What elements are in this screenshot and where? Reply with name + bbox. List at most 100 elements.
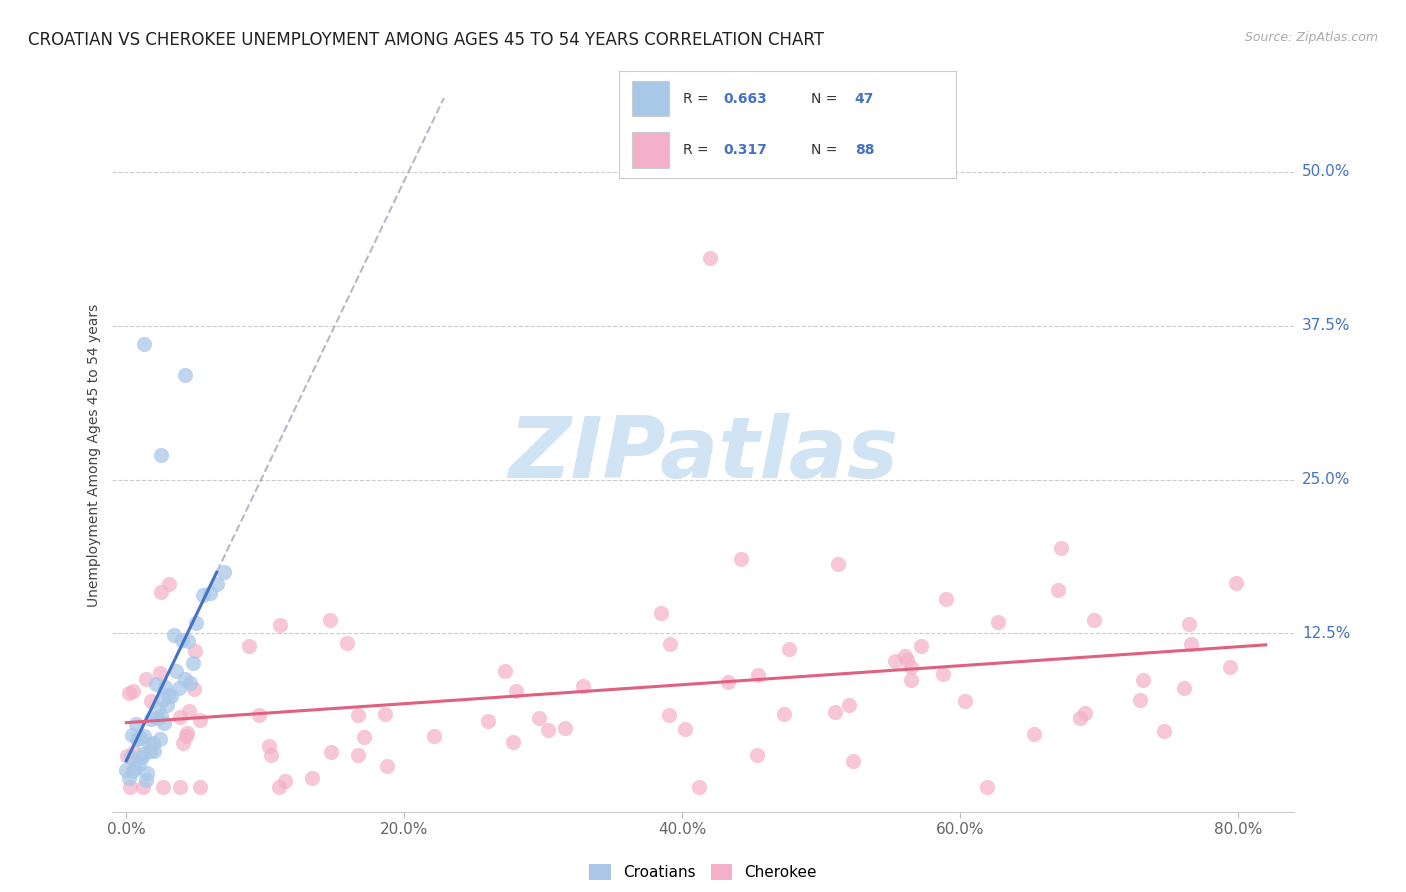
Point xyxy=(900,673,922,687)
Point xyxy=(139,744,162,758)
Point xyxy=(1225,576,1247,591)
Point xyxy=(173,368,195,382)
Point xyxy=(730,552,752,566)
Point xyxy=(1083,613,1105,627)
Point xyxy=(477,714,499,729)
Point xyxy=(142,736,165,750)
Point xyxy=(184,644,207,658)
Point xyxy=(650,606,672,620)
Point xyxy=(146,711,169,725)
Point xyxy=(1069,711,1091,725)
Point xyxy=(1022,727,1045,741)
Point xyxy=(205,576,228,591)
Point xyxy=(347,747,370,762)
Point xyxy=(745,747,768,762)
Text: N =: N = xyxy=(811,143,842,157)
FancyBboxPatch shape xyxy=(633,81,669,116)
Point xyxy=(827,557,849,571)
Text: 0.317: 0.317 xyxy=(723,143,768,157)
Point xyxy=(527,711,550,725)
Point xyxy=(148,702,170,716)
Point xyxy=(953,694,976,708)
Point xyxy=(176,729,198,743)
Text: 12.5%: 12.5% xyxy=(1302,626,1350,640)
Point xyxy=(1153,723,1175,738)
Point xyxy=(554,721,576,735)
Point xyxy=(162,628,184,642)
Point xyxy=(267,780,290,794)
Text: R =: R = xyxy=(683,143,713,157)
Point xyxy=(374,707,396,722)
Point xyxy=(269,618,291,632)
Point xyxy=(167,681,190,695)
Point xyxy=(274,773,297,788)
Point xyxy=(932,666,955,681)
Point xyxy=(1074,706,1097,721)
Point xyxy=(658,708,681,723)
Point xyxy=(212,566,235,580)
Point xyxy=(1050,541,1073,555)
Point xyxy=(1177,616,1199,631)
Point xyxy=(169,709,191,723)
Point xyxy=(149,666,172,681)
Point xyxy=(150,448,173,462)
Point xyxy=(121,684,143,698)
Point xyxy=(301,772,323,786)
Text: CROATIAN VS CHEROKEE UNEMPLOYMENT AMONG AGES 45 TO 54 YEARS CORRELATION CHART: CROATIAN VS CHEROKEE UNEMPLOYMENT AMONG … xyxy=(28,31,824,49)
Point xyxy=(160,689,183,703)
Point xyxy=(259,747,281,762)
Point xyxy=(238,639,260,653)
Point xyxy=(127,732,149,747)
Point xyxy=(124,761,146,775)
Point xyxy=(572,679,595,693)
Point xyxy=(658,637,681,651)
Point xyxy=(145,677,167,691)
Text: 37.5%: 37.5% xyxy=(1302,318,1350,334)
Point xyxy=(176,634,198,648)
Point xyxy=(131,750,153,764)
Point xyxy=(122,764,145,778)
Point xyxy=(165,664,187,678)
Point xyxy=(893,649,915,664)
Point xyxy=(176,726,198,740)
Point xyxy=(717,674,740,689)
Point xyxy=(118,686,141,700)
Point xyxy=(170,632,193,647)
Point xyxy=(423,729,446,743)
Point xyxy=(1173,681,1195,695)
Point xyxy=(152,780,174,794)
Point xyxy=(198,585,221,599)
Text: N =: N = xyxy=(811,92,842,106)
Point xyxy=(336,636,359,650)
Point xyxy=(132,780,155,794)
Point xyxy=(135,773,157,788)
Point xyxy=(172,736,194,750)
Point xyxy=(1180,636,1202,650)
Point xyxy=(173,672,195,686)
Point xyxy=(115,763,138,777)
Point xyxy=(976,780,998,794)
Point xyxy=(122,745,145,759)
Point xyxy=(900,660,922,674)
Point xyxy=(699,251,721,265)
Point xyxy=(188,714,211,728)
Point xyxy=(184,615,207,630)
FancyBboxPatch shape xyxy=(633,132,669,168)
Point xyxy=(179,676,201,690)
Point xyxy=(118,771,141,785)
Text: 88: 88 xyxy=(855,143,875,157)
Point xyxy=(128,756,150,771)
Legend: Croatians, Cherokee: Croatians, Cherokee xyxy=(583,858,823,886)
Point xyxy=(884,654,907,668)
Point xyxy=(896,652,918,666)
Point xyxy=(136,766,159,780)
Point xyxy=(157,576,180,591)
Point xyxy=(134,729,156,743)
Text: R =: R = xyxy=(683,92,713,106)
Point xyxy=(155,680,177,694)
Point xyxy=(987,615,1010,629)
Point xyxy=(353,730,375,744)
Point xyxy=(181,656,204,670)
Point xyxy=(118,780,141,794)
Point xyxy=(778,641,800,656)
